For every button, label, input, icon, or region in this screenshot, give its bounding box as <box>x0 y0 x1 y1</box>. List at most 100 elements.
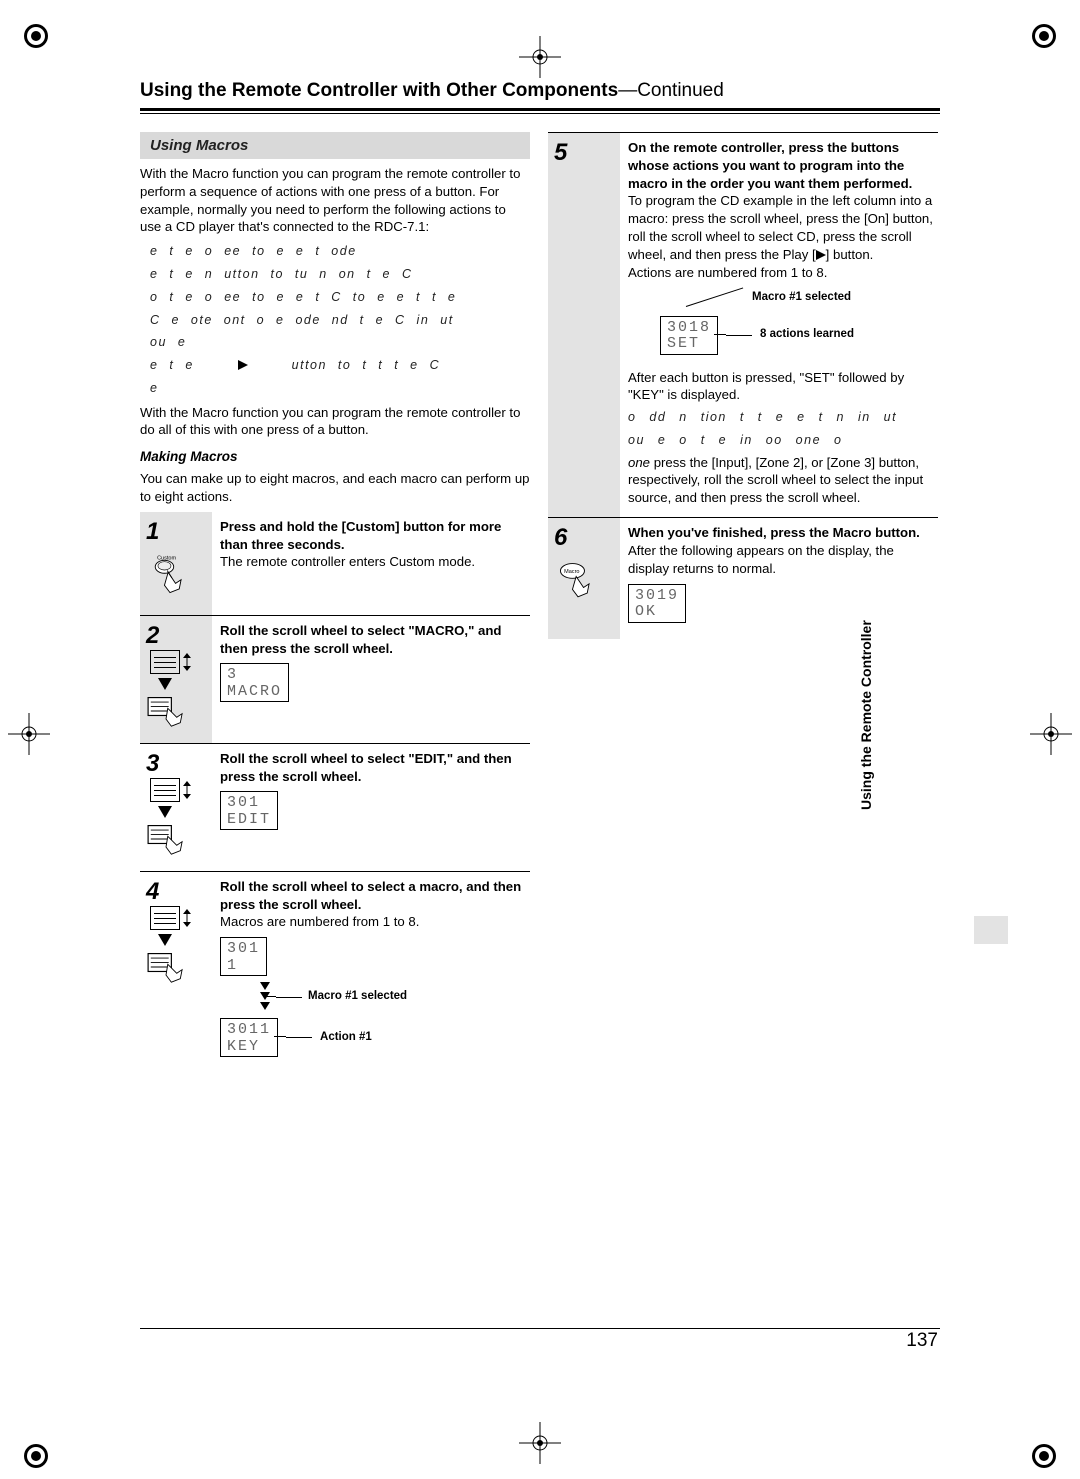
step-row: 4 <box>140 871 530 1073</box>
lcd-line: 3018 <box>667 320 711 337</box>
crop-cross-icon <box>8 713 50 755</box>
step-body: When you've finished, press the Macro bu… <box>620 518 938 638</box>
registration-mark-icon <box>18 1438 54 1474</box>
arrow-down-icon <box>158 678 172 690</box>
side-tab-label: Using the Remote Controller <box>858 550 874 810</box>
step-text: Macros are numbered from 1 to 8. <box>220 914 419 929</box>
registration-mark-icon <box>1026 1438 1062 1474</box>
lcd-line: SET <box>667 336 711 353</box>
step-body: Roll the scroll wheel to select a macro,… <box>212 872 530 1073</box>
step-text: press the [Input], [Zone 2], or [Zone 3]… <box>628 455 923 506</box>
page-title-main: Using the Remote Controller with Other C… <box>140 80 618 101</box>
italic-step: ou e <box>150 333 530 352</box>
body-text: With the Macro function you can program … <box>140 404 530 440</box>
step-number: 1 <box>146 518 208 546</box>
subheading: Making Macros <box>140 449 530 464</box>
lcd-line: 301 <box>227 941 260 958</box>
step-body: Roll the scroll wheel to select "MACRO,"… <box>212 616 530 743</box>
lcd-display: 301 1 <box>220 937 267 976</box>
lcd-line: 3011 <box>227 1022 271 1039</box>
italic-step: e t e n utton to tu n on t e C <box>150 265 530 284</box>
diagram: Macro #1 selected 3018 SET 8 actions lea… <box>660 292 936 361</box>
callout-line <box>286 1037 312 1038</box>
lcd-line: 3019 <box>635 588 679 605</box>
arrow-down-icon <box>260 982 270 1012</box>
scroll-press-icon <box>146 822 186 856</box>
lcd-line: MACRO <box>227 684 282 701</box>
step-bold: On the remote controller, press the butt… <box>628 140 912 191</box>
step-number: 5 <box>554 139 616 167</box>
italic-fragment: one <box>628 455 650 470</box>
callout-line <box>276 997 302 998</box>
crop-cross-icon <box>519 1422 561 1464</box>
step-gutter: 2 <box>140 616 212 743</box>
step-text: The remote controller enters Custom mode… <box>220 554 475 569</box>
step-body: On the remote controller, press the butt… <box>620 133 938 517</box>
scroll-press-icon <box>146 694 186 728</box>
step-number: 6 <box>554 524 616 552</box>
step-body: Press and hold the [Custom] button for m… <box>212 512 530 615</box>
registration-mark-icon <box>1026 18 1062 54</box>
step-row: 1 Custom Press and hold th <box>140 512 530 615</box>
step-text: After each button is pressed, "SET" foll… <box>628 370 904 403</box>
step-row: 2 <box>140 615 530 743</box>
left-column: Using Macros With the Macro function you… <box>140 132 530 1073</box>
footer-rule <box>140 1328 940 1329</box>
macro-button-press-icon: Macro <box>554 558 610 611</box>
italic-fragment: e t e <box>150 358 194 372</box>
play-icon <box>238 360 248 370</box>
page-title: Using the Remote Controller with Other C… <box>140 80 940 102</box>
lcd-display: 3019 OK <box>628 584 686 623</box>
lcd-display: 3 MACRO <box>220 663 289 702</box>
italic-step: e t e utton to t t t e C <box>150 356 530 375</box>
steps-list: 1 Custom Press and hold th <box>140 512 530 1073</box>
custom-button-press-icon: Custom <box>146 552 202 605</box>
step-gutter: 6 Macro <box>548 518 620 638</box>
step-number: 4 <box>146 878 208 906</box>
italic-step: e t e o ee to e e t ode <box>150 242 530 261</box>
scroll-wheel-icon <box>146 650 194 733</box>
divider <box>140 113 940 114</box>
play-icon <box>816 250 826 260</box>
step-row: 6 Macro When you've finished, press the … <box>548 517 938 638</box>
arrow-down-icon <box>158 934 172 946</box>
page-number: 137 <box>906 1330 938 1352</box>
crop-cross-icon <box>519 36 561 78</box>
step-number: 2 <box>146 622 208 650</box>
page-content: Using the Remote Controller with Other C… <box>140 80 940 1073</box>
step-text: After the following appears on the displ… <box>628 543 894 576</box>
divider <box>140 108 940 111</box>
italic-step: o dd n tion t t e e t n in ut <box>628 408 936 427</box>
lcd-display: 3018 SET <box>660 316 718 355</box>
italic-step: o t e o ee to e e t C to e e t t e <box>150 288 530 307</box>
scroll-wheel-icon <box>146 906 194 989</box>
step-gutter: 3 <box>140 744 212 871</box>
step-text: ] button. <box>826 247 874 262</box>
lcd-line: KEY <box>227 1039 271 1056</box>
callout-label: 8 actions learned <box>760 327 854 343</box>
step-gutter: 5 <box>548 133 620 517</box>
section-heading: Using Macros <box>140 132 530 159</box>
scroll-wheel-icon <box>146 778 194 861</box>
step-bold: When you've finished, press the Macro bu… <box>628 525 920 540</box>
step-bold: Press and hold the [Custom] button for m… <box>220 519 501 552</box>
body-text: With the Macro function you can program … <box>140 165 530 236</box>
step-text: To program the CD example in the left co… <box>628 193 933 261</box>
step-bold: Roll the scroll wheel to select "MACRO,"… <box>220 623 501 656</box>
page-title-suffix: —Continued <box>618 80 724 101</box>
italic-step: C e ote ont o e ode nd t e C in ut <box>150 311 530 330</box>
step-gutter: 1 Custom <box>140 512 212 615</box>
italic-step: ou e o t e in oo one o <box>628 431 936 450</box>
italic-fragment: utton to t t t e C <box>292 358 440 372</box>
registration-mark-icon <box>18 18 54 54</box>
side-tab: Using the Remote Controller <box>976 680 1000 940</box>
step-bold: Roll the scroll wheel to select a macro,… <box>220 879 521 912</box>
step-row: 5 On the remote controller, press the bu… <box>548 132 938 517</box>
lcd-line: OK <box>635 604 679 621</box>
lcd-line: 301 <box>227 795 271 812</box>
callout-line <box>726 335 752 336</box>
step-text: Actions are numbered from 1 to 8. <box>628 265 827 280</box>
scroll-press-icon <box>146 950 186 984</box>
right-column: 5 On the remote controller, press the bu… <box>548 132 938 1073</box>
italic-step: e <box>150 379 530 398</box>
